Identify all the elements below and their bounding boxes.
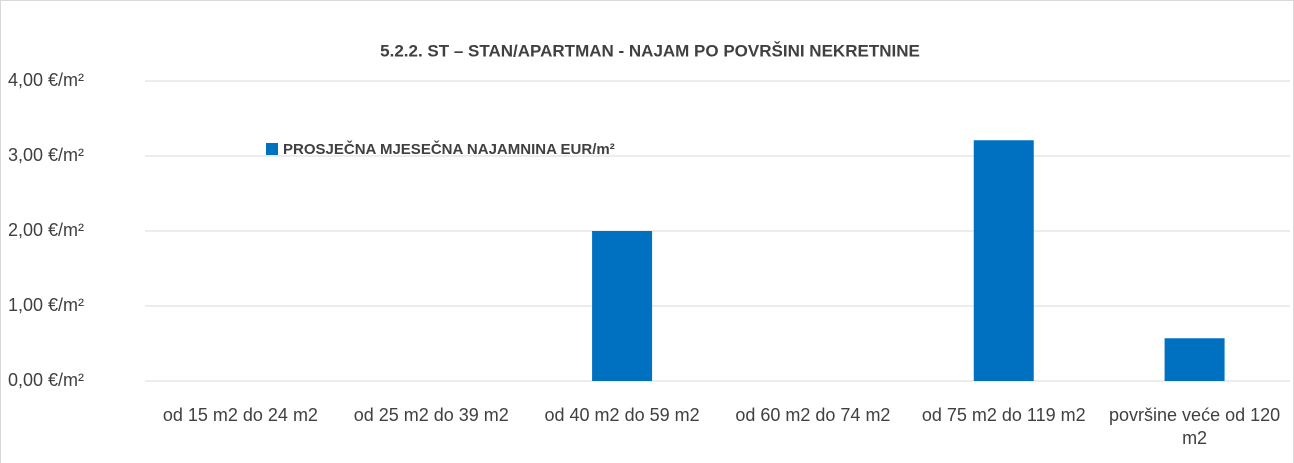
x-tick-label: od 15 m2 do 24 m2 — [162, 405, 318, 425]
y-tick-label: 3,00 €/m² — [8, 145, 84, 165]
x-tick-label: od 75 m2 do 119 m2 — [921, 405, 1086, 425]
x-tick-label: od 25 m2 do 39 m2 — [353, 405, 509, 425]
bar — [592, 231, 653, 381]
x-tick-label: površine veće od 120 m2 — [1109, 405, 1281, 448]
y-tick-label: 1,00 €/m² — [8, 295, 84, 315]
x-tick-label: od 40 m2 do 59 m2 — [544, 405, 700, 425]
chart-title: 5.2.2. ST – STAN/APARTMAN - NAJAM PO POV… — [380, 41, 920, 60]
legend-swatch — [266, 143, 278, 155]
x-tick-label: od 60 m2 do 74 m2 — [735, 405, 891, 425]
y-tick-label: 4,00 €/m² — [8, 70, 84, 90]
bar — [1164, 338, 1225, 381]
bar — [973, 140, 1034, 381]
y-tick-label: 2,00 €/m² — [8, 220, 84, 240]
y-tick-label: 0,00 €/m² — [8, 370, 84, 390]
legend-label: PROSJEČNA MJESEČNA NAJAMNINA EUR/m² — [283, 140, 615, 158]
